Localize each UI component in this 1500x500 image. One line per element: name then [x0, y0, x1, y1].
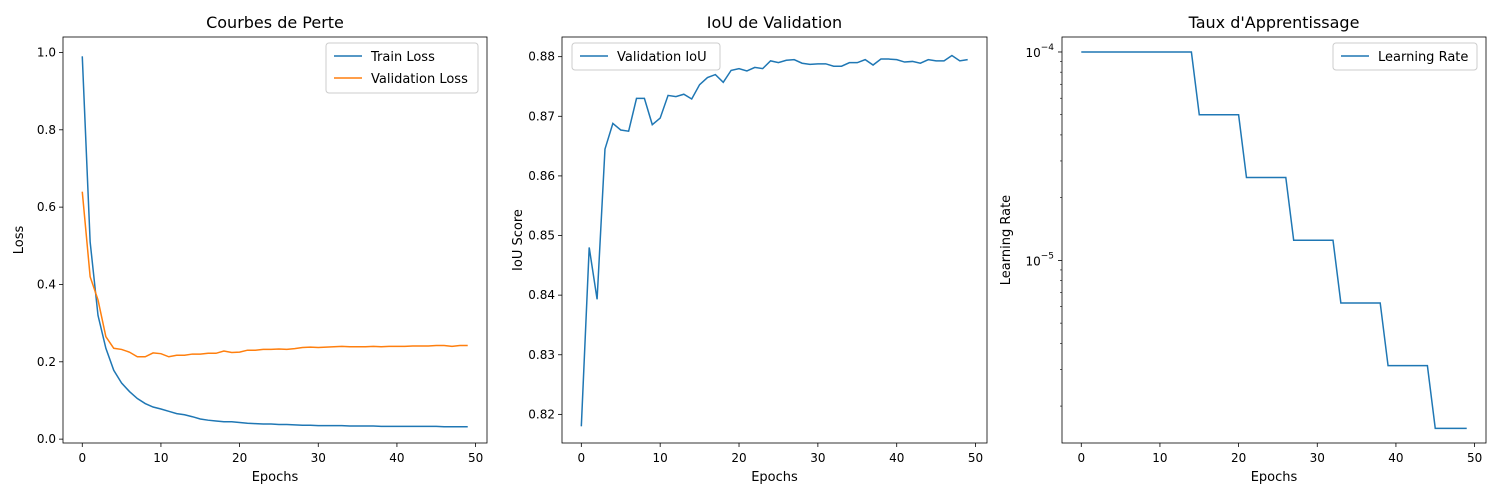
x-tick-label: 20: [232, 451, 247, 465]
x-tick-label: 50: [968, 451, 983, 465]
legend-label: Learning Rate: [1378, 50, 1468, 65]
series-line-learning-rate: [1081, 51, 1467, 430]
chart-title: Taux d'Apprentissage: [1188, 13, 1360, 32]
x-tick-label: 40: [1388, 451, 1403, 465]
chart-panel-3: Taux d'Apprentissage 0 10 20 30 40 50 10−5 10−4 E…: [999, 13, 1487, 485]
y-tick-label: 0.8: [37, 123, 56, 137]
series-line-train-loss: [81, 56, 468, 428]
x-tick-label: 50: [468, 451, 483, 465]
y-tick-label: 0.88: [528, 50, 555, 64]
y-tick-label: 1.0: [37, 45, 56, 59]
legend-box: [325, 42, 479, 94]
x-axis-label: Epochs: [252, 470, 299, 485]
y-tick-label: 0.82: [528, 407, 555, 421]
y-tick-label: 0.85: [528, 229, 555, 243]
legend-label: Validation Loss: [371, 72, 468, 87]
y-axis-label: Learning Rate: [999, 195, 1014, 285]
legend-box: [1332, 42, 1478, 71]
x-tick-label: 0: [577, 451, 585, 465]
legend-label: Validation IoU: [617, 50, 707, 65]
legend: Learning Rate: [1332, 42, 1478, 71]
legend: Validation IoU: [571, 42, 721, 71]
x-tick-label: 20: [1231, 451, 1246, 465]
x-tick-label: 0: [1077, 451, 1085, 465]
x-tick-label: 20: [731, 451, 746, 465]
legend-label: Train Loss: [370, 50, 435, 65]
x-tick-label: 40: [889, 451, 904, 465]
y-tick-label: 0.83: [528, 348, 555, 362]
x-tick-label: 10: [1152, 451, 1167, 465]
x-axis-label: Epochs: [1251, 470, 1298, 485]
chart-title: Courbes de Perte: [206, 13, 344, 32]
chart-panel-1: Courbes de Perte 0 10 20 30 40 50 0.0 0.2 0.4 0.6 0…: [12, 13, 488, 485]
y-tick-label: 0.6: [37, 200, 56, 214]
axes-frame: [62, 36, 488, 444]
legend: Train Loss Validation Loss: [325, 42, 479, 94]
axes-frame: [561, 36, 988, 444]
chart-panel-2: IoU de Validation 0 10 20 30 40 50 0.82 0.83 0.84…: [511, 13, 988, 485]
series-line-validation-loss: [81, 191, 468, 358]
y-tick-label: 0.0: [37, 432, 56, 446]
series-line-validation-iou: [580, 54, 968, 427]
y-tick-label: 0.86: [528, 169, 555, 183]
x-axis-label: Epochs: [751, 470, 798, 485]
axes-frame: [1061, 36, 1487, 444]
y-tick-label: 10−4: [1025, 43, 1054, 60]
x-tick-label: 10: [153, 451, 168, 465]
y-axis-label: IoU Score: [511, 209, 526, 271]
chart-title: IoU de Validation: [707, 13, 842, 32]
y-tick-label: 0.87: [528, 109, 555, 123]
y-axis-label: Loss: [12, 226, 27, 255]
legend-box: [571, 42, 721, 71]
x-tick-label: 50: [1467, 451, 1482, 465]
x-tick-label: 30: [810, 451, 825, 465]
x-tick-label: 30: [1310, 451, 1325, 465]
y-tick-label: 0.84: [528, 288, 555, 302]
x-tick-label: 40: [389, 451, 404, 465]
x-tick-label: 30: [311, 451, 326, 465]
y-tick-label: 10−5: [1025, 251, 1054, 268]
x-tick-label: 10: [653, 451, 668, 465]
y-tick-label: 0.2: [37, 355, 56, 369]
x-tick-label: 0: [78, 451, 86, 465]
y-tick-label: 0.4: [37, 277, 56, 291]
